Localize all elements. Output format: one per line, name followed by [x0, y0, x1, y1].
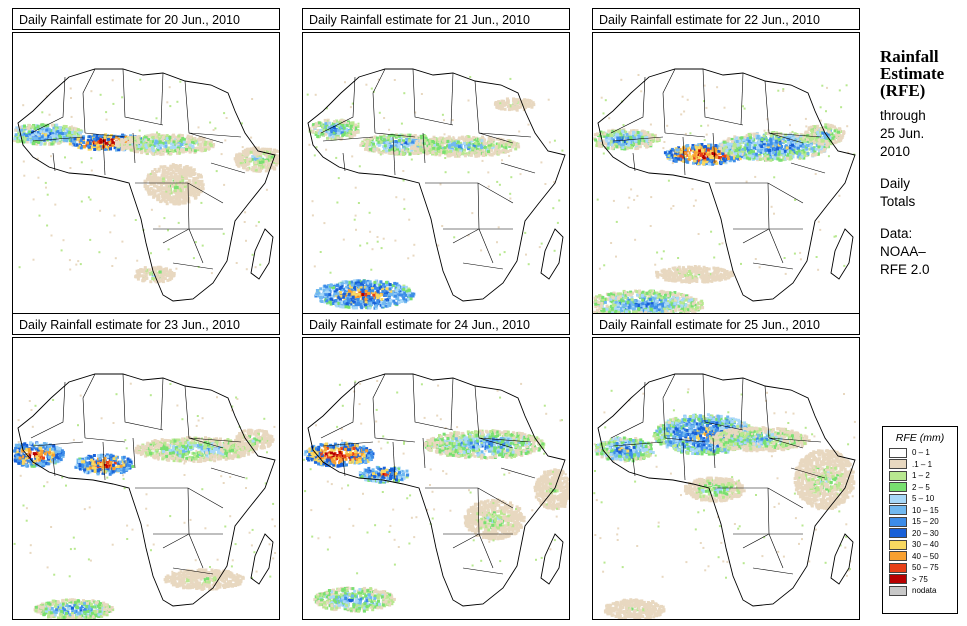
- legend-swatch: [889, 447, 907, 458]
- legend-label: 50 – 75: [912, 563, 939, 573]
- map-description: Rainfall Estimate (RFE) through 25 Jun. …: [880, 48, 966, 279]
- rainfall-field: [303, 380, 569, 613]
- rainfall-map: [302, 32, 570, 315]
- map-panel-21-jun: Daily Rainfall estimate for 21 Jun., 201…: [302, 8, 572, 315]
- madagascar-outline: [540, 533, 564, 585]
- legend-entry: 2 – 5: [883, 482, 957, 494]
- legend-swatch: [889, 459, 907, 470]
- legend-label: > 75: [912, 574, 928, 584]
- legend-entry: > 75: [883, 574, 957, 586]
- country-borders: [30, 373, 246, 575]
- legend-entry: 10 – 15: [883, 505, 957, 517]
- rainfall-map: [592, 337, 860, 620]
- totals-label: Daily Totals: [880, 176, 916, 209]
- legend-label: 5 – 10: [912, 494, 935, 504]
- legend-swatch: [889, 470, 907, 481]
- panel-title: Daily Rainfall estimate for 24 Jun., 201…: [302, 313, 570, 335]
- coastline: [597, 68, 856, 302]
- legend-label: 40 – 50: [912, 551, 939, 561]
- panel-title: Daily Rainfall estimate for 22 Jun., 201…: [592, 8, 860, 30]
- country-borders: [320, 68, 536, 270]
- legend-swatch: [889, 505, 907, 516]
- legend-swatch: [889, 574, 907, 585]
- legend-label: 10 – 15: [912, 505, 939, 515]
- data-source: Data: NOAA– RFE 2.0: [880, 226, 930, 277]
- madagascar-outline: [540, 228, 564, 280]
- legend-label: 30 – 40: [912, 540, 939, 550]
- legend-label: 2 – 5: [912, 482, 930, 492]
- legend-entry: .1 – 1: [883, 459, 957, 471]
- legend-entry: 5 – 10: [883, 493, 957, 505]
- madagascar-outline: [830, 228, 854, 280]
- legend-swatch: [889, 562, 907, 573]
- legend-swatch: [889, 516, 907, 527]
- legend-swatch: [889, 493, 907, 504]
- coastline: [17, 68, 276, 302]
- rainfall-map: [302, 337, 570, 620]
- legend-entry: 40 – 50: [883, 551, 957, 563]
- legend-swatch: [889, 585, 907, 596]
- country-borders: [320, 373, 536, 575]
- legend-label: 15 – 20: [912, 517, 939, 527]
- legend-entry: 0 – 1: [883, 447, 957, 459]
- map-panel-25-jun: Daily Rainfall estimate for 25 Jun., 201…: [592, 313, 862, 620]
- legend-label: 20 – 30: [912, 528, 939, 538]
- legend-title: RFE (mm): [895, 432, 945, 444]
- madagascar-outline: [830, 533, 854, 585]
- coastline: [307, 68, 566, 302]
- map-panel-20-jun: Daily Rainfall estimate for 20 Jun., 201…: [12, 8, 282, 315]
- coastline: [597, 373, 856, 607]
- map-panel-23-jun: Daily Rainfall estimate for 23 Jun., 201…: [12, 313, 282, 620]
- through-date: through 25 Jun. 2010: [880, 108, 926, 159]
- panel-title: Daily Rainfall estimate for 21 Jun., 201…: [302, 8, 570, 30]
- heading: Rainfall Estimate (RFE): [880, 47, 945, 100]
- legend-entry: 15 – 20: [883, 516, 957, 528]
- rainfall-map: [592, 32, 860, 315]
- legend-label: .1 – 1: [912, 459, 933, 469]
- country-borders: [610, 373, 826, 575]
- panel-title: Daily Rainfall estimate for 20 Jun., 201…: [12, 8, 280, 30]
- panel-title: Daily Rainfall estimate for 25 Jun., 201…: [592, 313, 860, 335]
- legend-swatch: [889, 482, 907, 493]
- legend-entry: 1 – 2: [883, 470, 957, 482]
- coastline: [307, 373, 566, 607]
- legend-label: nodata: [912, 586, 937, 596]
- panel-title: Daily Rainfall estimate for 23 Jun., 201…: [12, 313, 280, 335]
- rainfall-field: [13, 382, 277, 619]
- madagascar-outline: [250, 228, 274, 280]
- rainfall-map: [12, 32, 280, 315]
- rainfall-field: [593, 388, 856, 619]
- legend-entry: 20 – 30: [883, 528, 957, 540]
- legend-entry: 30 – 40: [883, 539, 957, 551]
- legend-entry: nodata: [883, 585, 957, 597]
- map-panel-22-jun: Daily Rainfall estimate for 22 Jun., 201…: [592, 8, 862, 315]
- legend-swatch: [889, 539, 907, 550]
- rainfall-field: [13, 78, 279, 284]
- legend-swatch: [889, 551, 907, 562]
- legend-label: 1 – 2: [912, 471, 930, 481]
- map-panel-24-jun: Daily Rainfall estimate for 24 Jun., 201…: [302, 313, 572, 620]
- legend-label: 0 – 1: [912, 448, 930, 458]
- rainfall-field: [593, 74, 856, 314]
- coastline: [17, 373, 276, 607]
- madagascar-outline: [250, 533, 274, 585]
- legend-entry: 50 – 75: [883, 562, 957, 574]
- country-borders: [610, 68, 826, 270]
- rainfall-map: [12, 337, 280, 620]
- legend-swatch: [889, 528, 907, 539]
- country-borders: [30, 68, 246, 270]
